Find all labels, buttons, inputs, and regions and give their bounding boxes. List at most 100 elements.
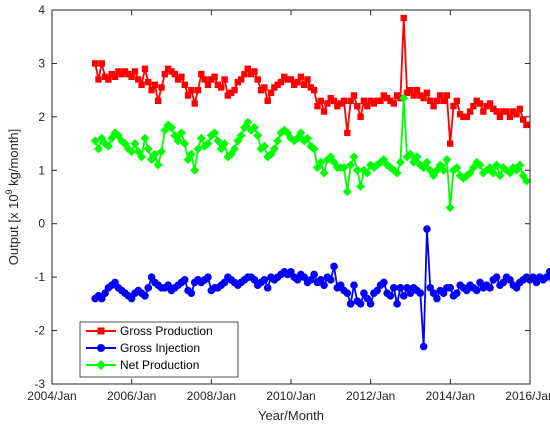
data-point — [137, 152, 147, 162]
data-point — [319, 168, 329, 178]
data-point — [213, 136, 223, 146]
data-point — [456, 110, 464, 118]
y-tick-label: 2 — [38, 110, 45, 124]
data-point — [171, 70, 178, 78]
data-point — [271, 84, 278, 91]
data-point — [111, 73, 119, 80]
data-point — [357, 113, 364, 121]
data-point — [251, 68, 258, 75]
data-point — [399, 93, 409, 103]
data-point — [214, 81, 222, 88]
data-point — [140, 133, 150, 143]
data-point — [523, 121, 530, 129]
data-point — [296, 128, 306, 138]
data-point — [463, 113, 470, 121]
data-point — [158, 84, 165, 91]
x-tick-label: 2012/Jan — [346, 389, 395, 403]
x-tick-label: 2010/Jan — [266, 389, 315, 403]
data-point — [450, 102, 457, 110]
legend-marker-gross-production — [97, 327, 105, 335]
data-point — [422, 157, 432, 167]
data-point — [307, 84, 315, 91]
data-point — [281, 73, 288, 80]
data-point — [433, 294, 441, 303]
data-point — [419, 342, 428, 351]
data-point — [342, 187, 352, 197]
data-point — [194, 86, 202, 94]
data-point — [515, 160, 525, 170]
data-point — [330, 262, 338, 271]
legend: Gross Production Gross Injection Net Pro… — [79, 321, 239, 378]
x-tick-label: 2004/Jan — [27, 389, 76, 403]
data-point — [198, 70, 205, 78]
data-point — [93, 144, 103, 154]
data-point — [327, 94, 334, 102]
data-point — [297, 73, 305, 80]
data-point — [145, 78, 152, 86]
data-point — [500, 108, 507, 115]
data-point — [405, 149, 415, 159]
data-point — [380, 92, 388, 99]
data-point — [362, 168, 372, 178]
data-point — [516, 105, 524, 113]
data-point — [387, 97, 394, 105]
data-point — [452, 163, 462, 173]
data-point — [188, 86, 195, 94]
data-point — [427, 97, 434, 105]
x-axis-label: Year/Month — [258, 408, 324, 423]
data-point — [103, 141, 113, 151]
data-point — [309, 144, 319, 154]
data-point — [334, 102, 341, 110]
data-point — [263, 284, 272, 292]
data-point — [324, 100, 331, 107]
data-point — [356, 300, 365, 308]
x-tick-label: 2016/Jan — [505, 389, 550, 403]
data-point — [91, 60, 99, 67]
data-point — [383, 94, 391, 102]
data-point — [150, 149, 160, 159]
data-point — [416, 289, 425, 297]
data-point — [273, 136, 283, 146]
data-point — [316, 157, 326, 167]
data-point — [346, 160, 356, 170]
data-point — [237, 76, 245, 83]
data-point — [393, 300, 401, 308]
legend-label-gross-injection: Gross Injection — [120, 341, 200, 355]
data-point — [492, 160, 502, 170]
data-point — [204, 273, 212, 281]
data-point — [486, 100, 494, 107]
data-point — [492, 273, 501, 281]
data-point — [423, 225, 431, 233]
data-point — [446, 140, 454, 147]
data-point — [320, 281, 328, 289]
data-point — [105, 76, 112, 83]
data-point — [191, 100, 198, 107]
data-point — [486, 284, 494, 292]
data-point — [135, 76, 142, 83]
data-point — [154, 97, 162, 105]
data-point — [488, 168, 498, 178]
data-point — [241, 70, 248, 78]
y-tick-label: 4 — [38, 3, 45, 17]
data-point — [473, 97, 480, 105]
legend-label-gross-production: Gross Production — [120, 324, 213, 338]
data-point — [417, 92, 424, 99]
data-point — [257, 86, 265, 94]
data-point — [493, 108, 500, 115]
data-point — [437, 92, 444, 99]
data-point — [234, 78, 242, 86]
data-point — [343, 289, 352, 297]
data-point — [180, 276, 189, 284]
data-point — [176, 128, 186, 138]
data-point — [118, 70, 125, 78]
data-point — [513, 110, 520, 118]
data-point — [108, 70, 115, 78]
data-point — [230, 144, 240, 154]
data-point — [208, 76, 215, 83]
data-point — [260, 276, 269, 284]
y-axis-label-unit: kg/month] — [6, 129, 21, 190]
data-point — [178, 73, 185, 80]
data-point — [291, 81, 298, 88]
data-point — [344, 129, 351, 137]
